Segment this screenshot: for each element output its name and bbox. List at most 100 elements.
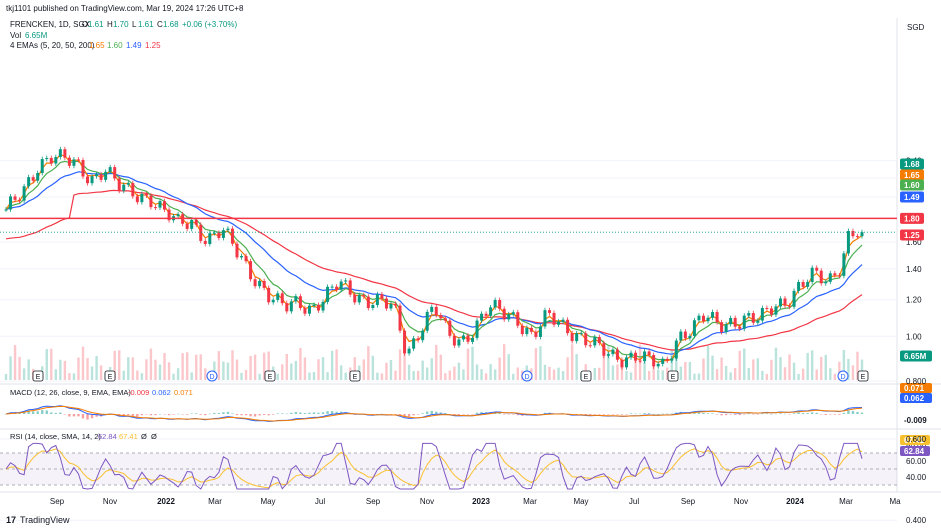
macd-histogram-bar [95, 414, 98, 417]
candle-body [407, 348, 411, 354]
candle-body [371, 305, 375, 309]
candle-body [362, 295, 366, 297]
volume-bar [647, 370, 651, 380]
volume-bar [670, 349, 673, 380]
volume-bar [860, 359, 864, 380]
ema-label: 4 EMAs (5, 20, 50, 200) [10, 41, 95, 50]
earnings-marker[interactable]: E [32, 370, 44, 382]
dividend-marker[interactable]: D [837, 370, 849, 382]
volume-bar [258, 373, 261, 380]
volume-bar [729, 372, 732, 380]
marker-badge [521, 370, 533, 382]
volume-bar [643, 354, 646, 380]
dividend-marker[interactable]: D [521, 370, 533, 382]
badge-background [900, 393, 932, 403]
candle-body [606, 354, 610, 356]
candle-body [149, 195, 153, 208]
ema50-line[interactable] [5, 171, 863, 355]
candle-body [122, 184, 126, 191]
candle-body [475, 320, 479, 338]
badge-background [900, 383, 932, 393]
volume-bar [484, 373, 488, 380]
macd-histogram-bar [389, 414, 393, 415]
candle-body [774, 306, 778, 315]
volume-bar [466, 348, 470, 380]
macd-histogram-bar [172, 414, 175, 415]
earnings-marker[interactable]: E [104, 370, 116, 382]
candle-body [258, 280, 262, 287]
candle-body [643, 351, 647, 362]
macd-pane[interactable]: MACD (12, 26, close, 9, EMA, EMA) -0.009… [4, 383, 932, 425]
marker-badge [349, 370, 361, 382]
volume-legend[interactable]: Vol 6.65M [10, 31, 48, 40]
volume-bar [190, 372, 193, 380]
candle-body [842, 253, 846, 276]
ema20-line[interactable] [5, 160, 863, 361]
macd-histogram-bar [204, 414, 207, 416]
earnings-marker[interactable]: E [857, 370, 869, 382]
volume-bar [335, 349, 338, 380]
macd-histogram-bar [276, 413, 279, 414]
ema200-line[interactable] [5, 189, 863, 351]
earnings-marker[interactable]: E [667, 370, 679, 382]
rsi-tick-label: 80.00 [906, 441, 927, 450]
macd-line-value: 0.062 [152, 388, 171, 397]
candle-body [335, 286, 339, 290]
volume-bar [675, 347, 678, 380]
candle-body [153, 207, 157, 209]
time-axis[interactable]: Sep Nov 2022 Mar May Jul Sep Nov 2023 Mar May Jul Se… [50, 497, 901, 506]
macd-histogram-bar [457, 414, 461, 416]
rsi-line[interactable] [5, 442, 863, 490]
candle-body [99, 174, 103, 180]
candle-body [701, 315, 705, 322]
macd-histogram-bar [584, 414, 587, 415]
earnings-marker[interactable]: E [349, 370, 361, 382]
time-tick-label: Mar [208, 497, 222, 506]
volume-bar [226, 362, 230, 380]
macd-histogram-bar [838, 414, 841, 415]
volume-bar [534, 348, 538, 380]
volume-bar [149, 348, 153, 380]
marker-letter: E [861, 374, 866, 381]
macd-histogram-bar [783, 413, 787, 415]
volume-bar [127, 357, 130, 380]
earnings-marker[interactable]: E [264, 370, 276, 382]
macd-histogram-bar [761, 413, 764, 415]
candle-body [511, 312, 515, 315]
marker-letter: E [268, 374, 273, 381]
earnings-marker[interactable]: E [580, 370, 592, 382]
dividend-marker[interactable]: D [206, 370, 218, 382]
rsi-pane[interactable]: RSI (14, close, SMA, 14, 2) 62.84 67.41 … [0, 432, 930, 490]
macd-histogram-bar [475, 412, 479, 414]
candle-body [837, 275, 841, 277]
macd-histogram-bar [743, 414, 746, 415]
macd-signal-line[interactable] [5, 405, 863, 422]
ema5-line[interactable] [5, 153, 863, 363]
candle-body [430, 306, 434, 312]
macd-line[interactable] [5, 405, 863, 422]
candle-body [466, 335, 470, 342]
symbol-legend[interactable]: FRENCKEN, 1D, SGX O 1.61 H 1.70 L 1.61 C 1.68 +… [10, 20, 237, 29]
ema-legend[interactable]: 4 EMAs (5, 20, 50, 200) 1.65 1.60 1.49 1… [10, 41, 161, 50]
price-badge: 1.25 [900, 229, 924, 241]
candle-body [235, 243, 239, 258]
candle-body [31, 177, 35, 181]
price-tick-label: 1.20 [906, 296, 922, 305]
volume-bar [733, 367, 737, 380]
currency-label[interactable]: SGD [907, 23, 925, 32]
rsi-ma-line[interactable] [5, 448, 863, 489]
ema5-value: 1.65 [89, 41, 105, 50]
candle-body [117, 178, 121, 191]
macd-histogram-bar [380, 413, 384, 415]
candle-body [425, 311, 429, 331]
volume-bar [706, 345, 710, 380]
macd-histogram-bar [833, 414, 837, 415]
candle-body [439, 315, 443, 319]
volume-bar [715, 369, 719, 380]
candle-body [22, 186, 26, 201]
candle-body [416, 338, 420, 341]
volume-bar [54, 369, 58, 380]
price-axis[interactable]: 2.402.202.001.801.601.401.201.000.8000.6… [900, 157, 932, 526]
